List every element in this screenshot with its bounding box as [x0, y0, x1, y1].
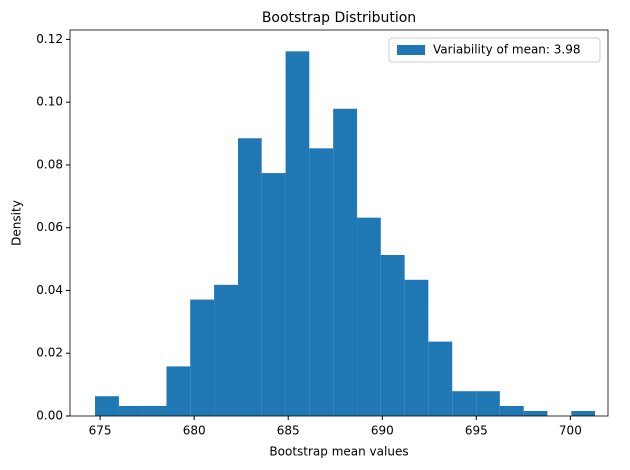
x-tick-label: 695 [465, 424, 488, 438]
legend-label: Variability of mean: 3.98 [433, 43, 580, 57]
bar [309, 148, 334, 417]
bar [142, 405, 167, 416]
bar [523, 410, 548, 416]
bar [237, 138, 262, 416]
bar [452, 391, 477, 416]
x-tick-label: 700 [559, 424, 582, 438]
bar [95, 396, 119, 416]
bar [571, 410, 596, 416]
bar [357, 217, 381, 416]
y-tick-label: 0.12 [36, 32, 63, 46]
x-tick-label: 675 [89, 424, 112, 438]
y-tick-label: 0.02 [36, 346, 63, 360]
x-tick-label: 690 [371, 424, 394, 438]
x-tick-label: 685 [277, 424, 300, 438]
bar [261, 173, 286, 416]
plot-frame [69, 29, 609, 417]
bar [333, 108, 358, 416]
y-tick-label: 0.04 [36, 283, 63, 297]
legend-swatch [397, 45, 425, 55]
x-tick-label: 680 [183, 424, 206, 438]
y-tick-label: 0.08 [36, 157, 63, 171]
legend-box [388, 37, 601, 63]
y-tick-label: 0.06 [36, 220, 63, 234]
bar [166, 366, 191, 416]
bar [285, 51, 310, 416]
y-tick-label: 0.00 [36, 409, 63, 423]
bar [380, 255, 405, 416]
y-tick-label: 0.10 [36, 95, 63, 109]
bar [476, 391, 500, 416]
chart-title: Bootstrap Distribution [262, 10, 416, 26]
bar [190, 299, 215, 416]
y-axis-label: Density [10, 200, 24, 246]
x-axis-label: Bootstrap mean values [269, 445, 408, 459]
bar [499, 405, 524, 416]
bar [118, 405, 143, 416]
bar [214, 284, 238, 416]
bar [428, 341, 453, 416]
bar [404, 279, 429, 416]
